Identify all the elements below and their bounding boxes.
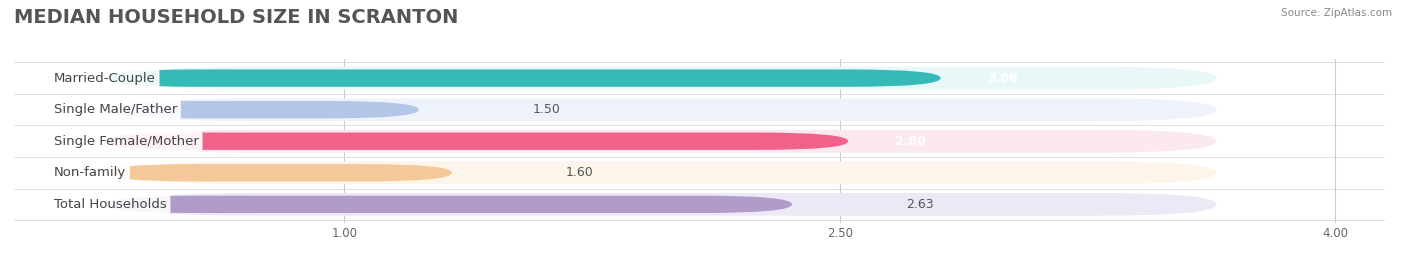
FancyBboxPatch shape xyxy=(134,161,1216,184)
Text: Total Households: Total Households xyxy=(53,198,166,211)
Text: Non-family: Non-family xyxy=(53,166,127,179)
Text: 1.50: 1.50 xyxy=(533,103,561,116)
Text: Source: ZipAtlas.com: Source: ZipAtlas.com xyxy=(1281,8,1392,18)
Text: 3.08: 3.08 xyxy=(987,72,1018,85)
FancyBboxPatch shape xyxy=(105,164,451,182)
FancyBboxPatch shape xyxy=(134,193,1216,216)
Text: 1.60: 1.60 xyxy=(565,166,593,179)
FancyBboxPatch shape xyxy=(105,69,941,87)
FancyBboxPatch shape xyxy=(134,98,1216,121)
Text: Single Female/Mother: Single Female/Mother xyxy=(53,135,198,148)
FancyBboxPatch shape xyxy=(105,196,792,213)
Text: MEDIAN HOUSEHOLD SIZE IN SCRANTON: MEDIAN HOUSEHOLD SIZE IN SCRANTON xyxy=(14,8,458,27)
FancyBboxPatch shape xyxy=(134,130,1216,153)
FancyBboxPatch shape xyxy=(134,67,1216,90)
Text: 2.80: 2.80 xyxy=(894,135,925,148)
Text: Single Male/Father: Single Male/Father xyxy=(53,103,177,116)
Text: Married-Couple: Married-Couple xyxy=(53,72,156,85)
Text: 2.63: 2.63 xyxy=(905,198,934,211)
FancyBboxPatch shape xyxy=(105,101,419,118)
FancyBboxPatch shape xyxy=(105,133,848,150)
